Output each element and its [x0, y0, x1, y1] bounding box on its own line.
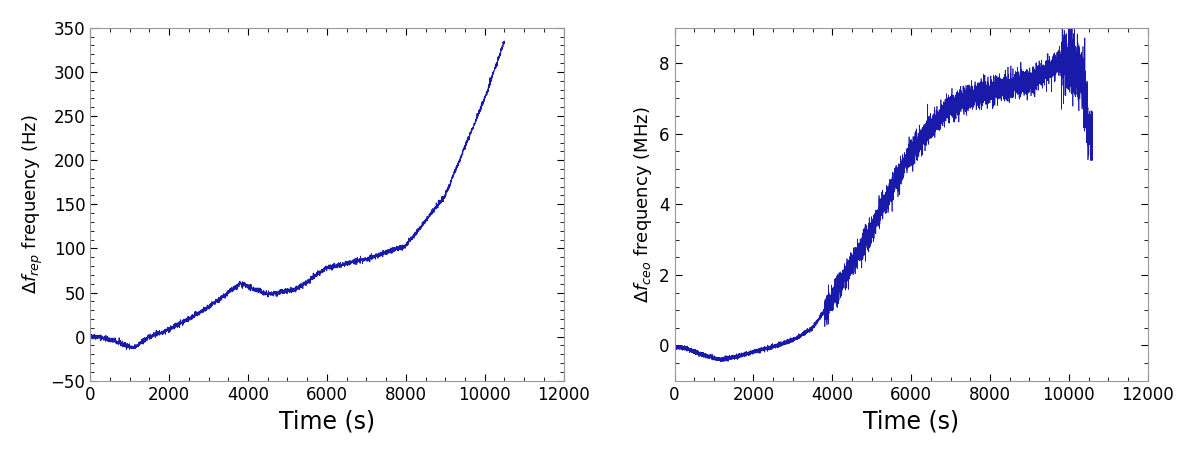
X-axis label: Time (s): Time (s) [278, 409, 375, 433]
Y-axis label: $\Delta f_{ceo}$ frequency (MHz): $\Delta f_{ceo}$ frequency (MHz) [632, 106, 654, 303]
X-axis label: Time (s): Time (s) [863, 409, 960, 433]
Y-axis label: $\Delta f_{rep}$ frequency (Hz): $\Delta f_{rep}$ frequency (Hz) [20, 114, 45, 294]
